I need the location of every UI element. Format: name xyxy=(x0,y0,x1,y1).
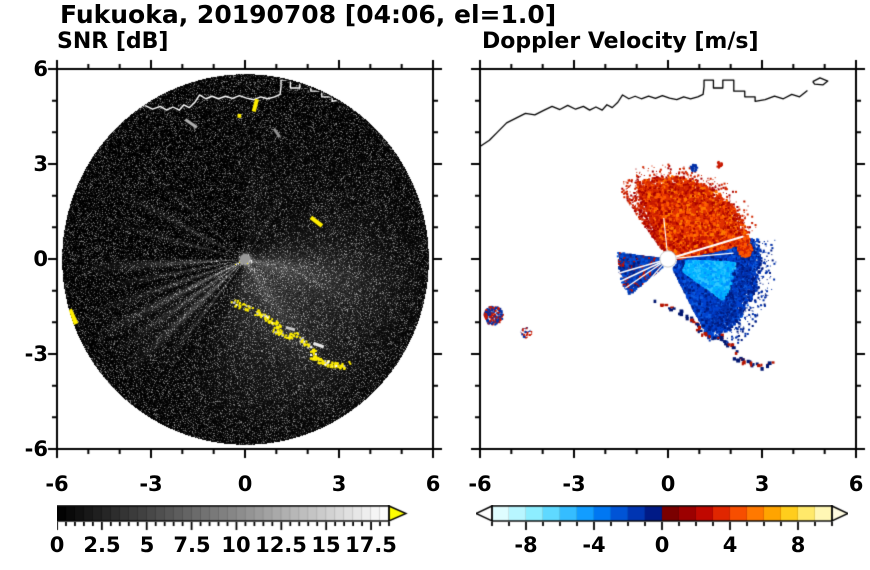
colorbar-tick-label: 15 xyxy=(311,533,341,557)
colorbar-tick-label: -4 xyxy=(582,533,606,557)
colorbar-tick-label: 4 xyxy=(722,533,738,557)
colorbar-tick-label: -8 xyxy=(514,533,538,557)
x-tick-label: -6 xyxy=(468,472,492,496)
x-tick-label: 0 xyxy=(660,472,676,496)
x-tick-label: -6 xyxy=(45,472,69,496)
y-tick-label: -6 xyxy=(24,437,48,461)
snr-scan-canvas xyxy=(43,55,447,463)
colorbar-tick-label: 0 xyxy=(654,533,670,557)
colorbar-tick-label: 8 xyxy=(790,533,806,557)
x-tick-label: -3 xyxy=(562,472,586,496)
y-tick-label: -3 xyxy=(24,342,48,366)
colorbar-tick-label: 0 xyxy=(49,533,65,557)
y-tick-label: 0 xyxy=(33,247,48,271)
colorbar-tick-label: 17.5 xyxy=(345,533,397,557)
snr-colorbar-canvas xyxy=(57,505,409,531)
x-tick-label: 6 xyxy=(425,472,441,496)
x-tick-label: 3 xyxy=(331,472,347,496)
colorbar-tick-label: 7.5 xyxy=(173,533,211,557)
doppler-colorbar-canvas xyxy=(476,505,848,531)
snr-panel-title: SNR [dB] xyxy=(57,29,169,54)
figure-title: Fukuoka, 20190708 [04:06, el=1.0] xyxy=(60,0,557,29)
x-tick-label: 0 xyxy=(237,472,253,496)
colorbar-tick-label: 12.5 xyxy=(255,533,307,557)
y-tick-label: 3 xyxy=(33,152,48,176)
x-tick-label: 3 xyxy=(754,472,770,496)
colorbar-tick-label: 2.5 xyxy=(83,533,121,557)
doppler-scan-canvas xyxy=(466,55,870,463)
doppler-panel-title: Doppler Velocity [m/s] xyxy=(482,29,759,54)
colorbar-tick-label: 5 xyxy=(139,533,155,557)
colorbar-tick-label: 10 xyxy=(221,533,251,557)
y-tick-label: 6 xyxy=(33,57,48,81)
x-tick-label: 6 xyxy=(848,472,864,496)
x-tick-label: -3 xyxy=(139,472,163,496)
